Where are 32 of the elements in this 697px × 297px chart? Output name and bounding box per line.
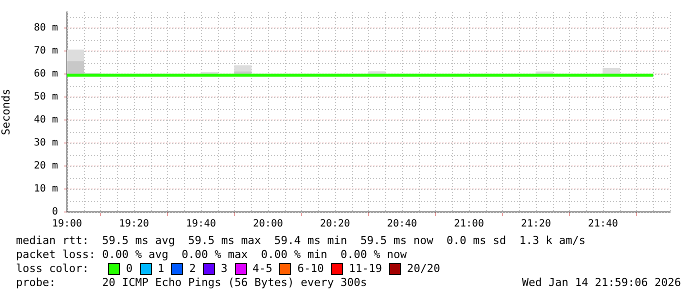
legend-label: 6-10 <box>297 262 324 276</box>
x-tick-label: 20:40 <box>386 218 418 230</box>
x-tick-label: 20:20 <box>320 218 350 230</box>
y-tick-label: 20 m <box>34 160 58 172</box>
legend-label: 3 <box>220 262 228 276</box>
y-tick-label: 80 m <box>34 22 58 34</box>
x-tick-label: 21:20 <box>520 218 552 230</box>
legend-label: 4-5 <box>252 262 272 276</box>
text: packet loss: 0.00 % avg 0.00 % max 0.00 % min 0.00 % now <box>16 248 408 262</box>
x-tick-label: 20:00 <box>252 218 284 230</box>
y-tick-label: 50 m <box>34 92 58 103</box>
legend-label: 1 <box>158 262 164 276</box>
y-tick-label: 30 m <box>34 138 58 149</box>
text: Wed Jan 14 21:59:06 2026 <box>522 276 681 290</box>
y-axis-title: Seconds <box>0 88 12 136</box>
legend-label: 2 <box>189 262 196 276</box>
x-tick-label: 21:00 <box>454 218 484 230</box>
text: probe: 20 ICMP Echo Pings (56 Bytes) every 300s <box>16 276 367 290</box>
x-tick-label: 21:40 <box>588 218 618 230</box>
text: median rtt: 59.5 ms avg 59.5 ms max 59.4 ms min 59.5 ms now 0.0 ms sd 1.3 k am/s <box>16 234 587 248</box>
legend-label: 20/20 <box>407 262 440 276</box>
legend-label: 0 <box>126 262 133 276</box>
y-tick-label: 60 m <box>34 68 58 80</box>
legend-title: loss color: <box>16 262 90 276</box>
x-tick-label: 19:00 <box>52 218 82 230</box>
y-tick-label: 70 m <box>34 46 58 57</box>
y-tick-label: 0 <box>52 206 58 218</box>
y-tick-label: 10 m <box>34 184 58 195</box>
legend-label: 11-19 <box>348 262 382 276</box>
x-tick-label: 19:20 <box>118 218 150 230</box>
y-tick-label: 40 m <box>34 114 58 126</box>
x-tick-label: 19:40 <box>186 218 216 230</box>
